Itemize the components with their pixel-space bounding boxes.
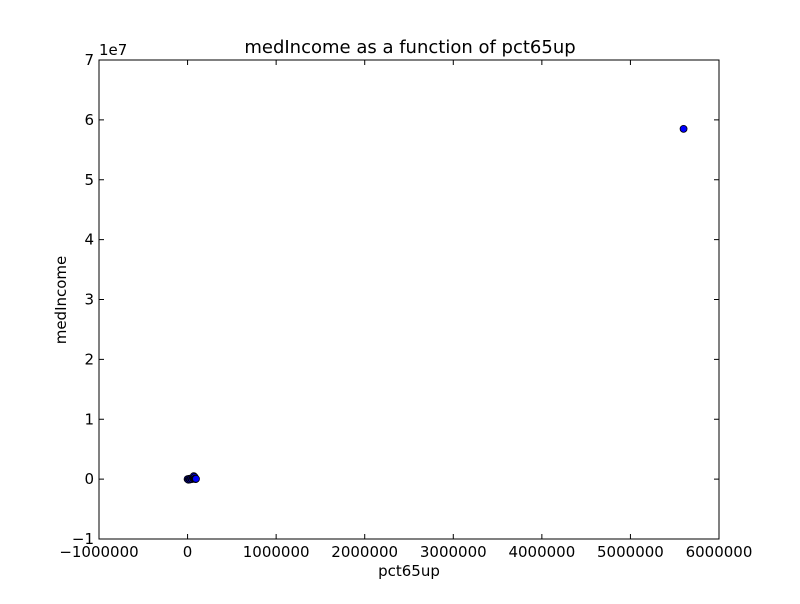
x-tick-label: 1000000 <box>243 543 310 561</box>
y-tick-label: 5 <box>84 171 94 189</box>
y-tick-label: 4 <box>84 231 94 249</box>
ticks-layer: −1000000 0 1000000 2000000 3000000 4000000 500… <box>59 51 752 561</box>
y-axis-label: medIncome <box>52 256 70 345</box>
x-tick-label: 3000000 <box>420 543 487 561</box>
points-layer <box>183 124 688 484</box>
y-tick-label: 2 <box>84 350 94 368</box>
x-axis-label: pct65up <box>378 562 440 580</box>
y-tick-label: 1 <box>84 410 94 428</box>
scatter-point <box>192 474 200 483</box>
chart-title: medIncome as a function of pct65up <box>244 37 575 58</box>
y-axis-offset-label: 1e7 <box>99 41 127 59</box>
y-tick-label: −1 <box>72 530 94 548</box>
scatter-point <box>679 124 688 133</box>
x-tick-label: 4000000 <box>508 543 575 561</box>
y-tick-label: 3 <box>84 291 94 309</box>
x-tick-label: 6000000 <box>686 543 753 561</box>
plot-area-frame <box>98 59 720 540</box>
y-tick-label: 6 <box>84 111 94 129</box>
x-tick-label: 5000000 <box>597 543 664 561</box>
x-tick-label: 2000000 <box>331 543 398 561</box>
y-tick-label: 7 <box>84 51 94 69</box>
x-tick-label: 0 <box>183 543 193 561</box>
y-tick-label: 0 <box>84 470 94 488</box>
x-tick-label: −1000000 <box>59 543 138 561</box>
